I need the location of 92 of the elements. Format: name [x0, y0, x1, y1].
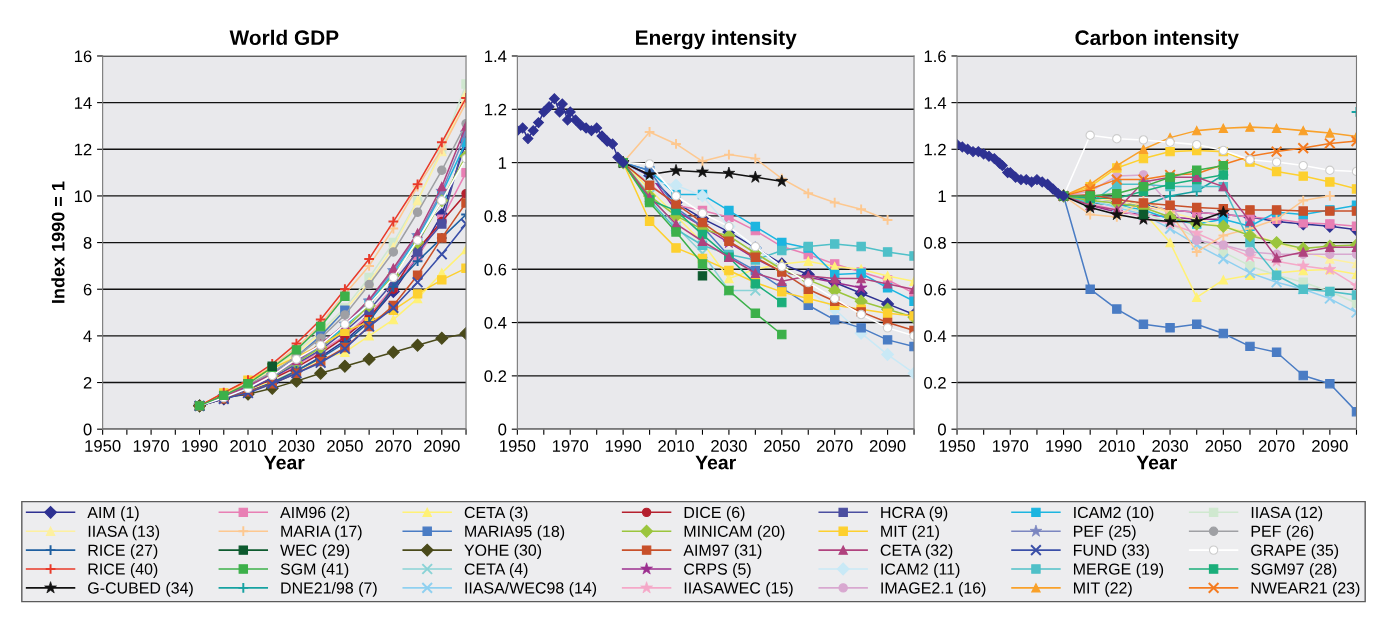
legend-label: ICAM2 (10) [1074, 506, 1154, 522]
legend-label: RICE (40) [88, 563, 158, 578]
legend-label: CRPS (5) [684, 563, 751, 578]
y-tick-label: 14 [74, 97, 92, 109]
y-tick-label: 1 [938, 190, 946, 202]
legend-label: WEC (29) [280, 544, 350, 560]
legend-label: AIM (1) [87, 506, 139, 522]
x-axis-title: Year [264, 455, 305, 470]
chart-title: World GDP [229, 29, 339, 46]
y-tick-label: 1.2 [485, 103, 507, 116]
x-tick-label: 2050 [1205, 440, 1242, 452]
x-axis-title: Year [695, 455, 736, 470]
y-axis-title: Index 1990 = 1 [51, 181, 65, 303]
x-tick-label: 1990 [182, 440, 218, 452]
legend-label: IIASA (13) [88, 525, 160, 541]
y-tick-label: 8 [83, 236, 92, 249]
y-tick-label: 4 [83, 330, 92, 342]
legend-label: SGM97 (28) [1251, 563, 1337, 578]
x-tick-label: 2070 [1258, 440, 1295, 452]
y-tick-label: 1.2 [924, 143, 946, 156]
x-tick-label: 2010 [230, 440, 266, 452]
x-axis-title: Year [1136, 455, 1178, 470]
x-tick-label: 1950 [85, 440, 121, 452]
y-tick-label: 0.6 [924, 283, 946, 296]
legend-label: CETA (3) [464, 506, 528, 522]
y-tick-label: 0.6 [484, 263, 507, 276]
legend-label: DNE21/98 (7) [281, 581, 377, 597]
x-tick-label: 2070 [375, 440, 412, 452]
x-tick-label: 1950 [500, 440, 536, 452]
x-tick-label: 2010 [1099, 440, 1135, 452]
legend-label: DICE (6) [684, 506, 745, 522]
legend-label: CETA (4) [464, 563, 528, 578]
y-tick-label: 0.8 [484, 210, 507, 223]
y-tick-label: 0.2 [484, 370, 507, 383]
y-tick-label: 6 [83, 283, 92, 296]
legend-label: ICAM2 (11) [881, 563, 960, 578]
x-tick-label: 2070 [817, 440, 853, 452]
legend-label: NWEAR21 (23) [1251, 581, 1360, 597]
legend-label: IIASA/WEC98 (14) [465, 581, 597, 597]
x-tick-label: 2030 [711, 440, 747, 452]
x-tick-label: 2090 [869, 440, 906, 452]
y-tick-label: 0.4 [484, 316, 507, 329]
legend-label: IIASA (12) [1251, 506, 1323, 522]
x-tick-label: 2050 [764, 440, 800, 452]
legend-label: IMAGE2.1 (16) [881, 581, 986, 597]
legend-label: CETA (32) [880, 544, 953, 560]
legend-label: MARIA95 (18) [465, 525, 565, 541]
y-tick-label: 1 [498, 157, 507, 169]
legend-label: MERGE (19) [1073, 563, 1164, 578]
y-tick-label: 16 [74, 50, 92, 63]
x-tick-label: 2030 [278, 440, 315, 452]
y-tick-label: 0 [938, 423, 946, 436]
y-tick-label: 1.6 [924, 50, 946, 63]
legend-label: PEF (26) [1251, 525, 1314, 541]
x-tick-label: 1990 [1046, 440, 1082, 452]
y-tick-label: 0.2 [924, 376, 946, 389]
y-tick-label: 2 [83, 376, 92, 389]
legend-label: YOHE (30) [464, 544, 542, 560]
legend-label: GRAPE (35) [1251, 544, 1339, 560]
x-tick-label: 1970 [133, 440, 169, 452]
legend-label: AIM96 (2) [280, 506, 350, 522]
x-tick-label: 2010 [658, 440, 694, 452]
x-tick-label: 2030 [1152, 440, 1188, 452]
y-tick-label: 10 [74, 190, 92, 203]
legend-label: RICE (27) [88, 544, 158, 560]
y-tick-label: 0 [83, 423, 92, 436]
y-tick-label: 0.4 [924, 330, 947, 343]
legend-label: HCRA (9) [881, 506, 948, 522]
legend-label: SGM (41) [280, 563, 349, 578]
x-tick-label: 2090 [424, 440, 460, 452]
x-tick-label: 1950 [939, 440, 975, 452]
legend-label: MIT (21) [881, 525, 939, 541]
chart-title: Carbon intensity [1075, 29, 1239, 50]
x-tick-label: 2090 [1312, 440, 1348, 452]
y-tick-label: 1.4 [485, 50, 507, 63]
legend-label: PEF (25) [1073, 525, 1136, 541]
y-tick-label: 1.4 [924, 97, 947, 109]
x-tick-label: 2050 [327, 440, 363, 452]
legend-label: FUND (33) [1073, 544, 1149, 560]
y-tick-label: 0.8 [924, 236, 946, 249]
x-tick-label: 1990 [605, 440, 642, 452]
chart-title: Energy intensity [636, 29, 797, 50]
legend-label: MINICAM (20) [684, 525, 785, 541]
legend-label: IIASAWEC (15) [684, 581, 793, 597]
legend-label: AIM97 (31) [683, 544, 762, 560]
x-tick-label: 1970 [993, 440, 1029, 452]
x-tick-label: 1970 [552, 440, 589, 452]
y-tick-label: 0 [498, 423, 507, 436]
y-tick-label: 12 [74, 143, 92, 156]
legend-label: MARIA (17) [281, 525, 362, 541]
legend-label: MIT (22) [1073, 581, 1132, 597]
legend-label: G-CUBED (34) [88, 581, 193, 597]
